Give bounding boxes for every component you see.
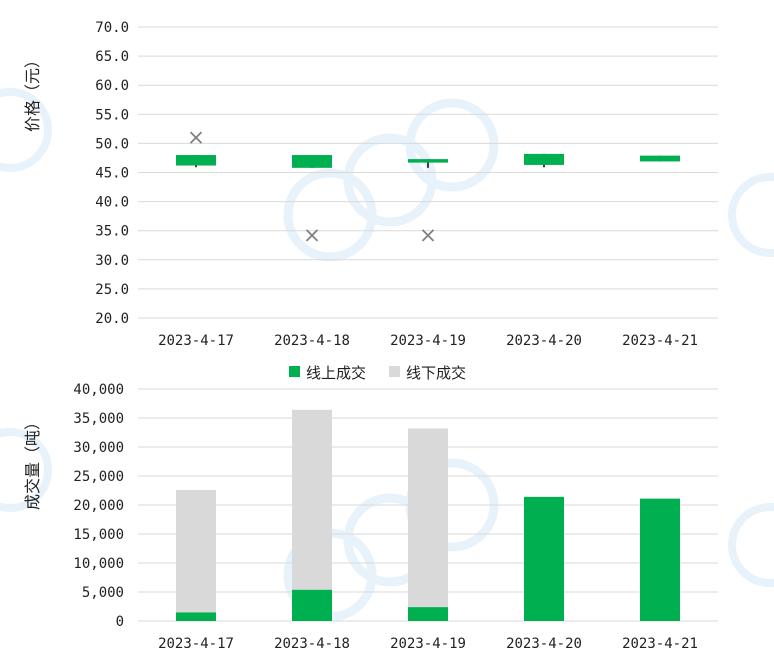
price-candle	[176, 155, 216, 168]
volume-y-ticks: 0 5,000 10,000 15,000 20,000 25,000 30,000 35,0…	[73, 382, 124, 630]
price-x-ticks: 2023-4-17 2023-4-18 2023-4-19 2023-4-20 2023…	[158, 333, 698, 349]
price-candle-body	[524, 153, 564, 165]
volume-x-tick-label: 2023-4-18	[274, 636, 350, 652]
price-offline-marker-stroke	[189, 131, 203, 144]
legend-swatch-offline	[389, 366, 400, 377]
price-offline-marker-stroke	[305, 229, 319, 242]
volume-x-ticks: 2023-4-17 2023-4-18 2023-4-19 2023-4-20 2023…	[158, 636, 698, 652]
price-chart: 20.0 25.0 30.0 35.0 40.0 45.0 50.0 55.0 60.0 65.0…	[23, 20, 718, 349]
volume-bars	[176, 409, 680, 621]
price-candle	[408, 159, 448, 168]
volume-y-tick-label: 20,000	[73, 498, 124, 514]
price-offline-marker-stroke	[421, 229, 435, 242]
legend-swatch-online	[289, 366, 300, 377]
volume-chart: 0 5,000 10,000 15,000 20,000 25,000 30,000 35,0…	[23, 364, 718, 652]
price-gridlines	[138, 26, 718, 319]
legend-label-online: 线上成交	[306, 364, 366, 382]
price-y-axis-title: 价格（元）	[23, 52, 42, 132]
volume-y-axis-title: 成交量（吨）	[23, 414, 42, 510]
price-y-tick-label: 55.0	[95, 107, 129, 123]
volume-bar-online	[292, 589, 332, 621]
volume-x-tick-label: 2023-4-20	[506, 636, 582, 652]
price-candle-body	[408, 159, 448, 163]
volume-x-tick-label: 2023-4-17	[158, 636, 234, 652]
volume-bar-offline	[292, 409, 332, 590]
volume-bar-online	[176, 612, 216, 621]
volume-y-tick-label: 15,000	[73, 527, 124, 543]
price-candle	[292, 155, 332, 168]
volume-y-tick-label: 30,000	[73, 440, 124, 456]
volume-y-tick-label: 35,000	[73, 411, 124, 427]
price-candle-body	[292, 155, 332, 168]
volume-y-tick-label: 40,000	[73, 382, 124, 398]
volume-gridlines	[138, 388, 718, 622]
price-y-tick-label: 30.0	[95, 253, 129, 269]
price-x-tick-label: 2023-4-20	[506, 333, 582, 349]
price-candle	[524, 153, 564, 168]
price-y-tick-label: 45.0	[95, 166, 129, 182]
price-y-tick-label: 50.0	[95, 136, 129, 152]
volume-bar-offline	[176, 489, 216, 613]
price-candle-body	[640, 155, 680, 162]
volume-x-tick-label: 2023-4-21	[622, 636, 698, 652]
volume-bar-online	[408, 607, 448, 621]
price-y-tick-label: 60.0	[95, 78, 129, 94]
price-x-tick-label: 2023-4-21	[622, 333, 698, 349]
volume-bar-offline	[408, 428, 448, 608]
volume-y-tick-label: 10,000	[73, 556, 124, 572]
price-candle	[640, 155, 680, 162]
price-y-tick-label: 40.0	[95, 195, 129, 211]
price-y-ticks: 20.0 25.0 30.0 35.0 40.0 45.0 50.0 55.0 60.0 65.0…	[95, 20, 129, 327]
price-y-tick-label: 20.0	[95, 311, 129, 327]
volume-bar-online	[524, 496, 564, 621]
price-offline-marker	[421, 229, 435, 242]
volume-y-tick-label: 25,000	[73, 469, 124, 485]
volume-y-tick-label: 0	[116, 614, 124, 630]
volume-y-tick-label: 5,000	[82, 585, 124, 601]
price-y-tick-label: 25.0	[95, 282, 129, 298]
price-offline-marker	[305, 229, 319, 242]
price-x-tick-label: 2023-4-17	[158, 333, 234, 349]
price-candles	[176, 153, 680, 168]
volume-x-tick-label: 2023-4-19	[390, 636, 466, 652]
price-y-tick-label: 35.0	[95, 224, 129, 240]
legend-label-offline: 线下成交	[406, 364, 466, 382]
volume-legend: 线上成交 线下成交	[289, 364, 466, 382]
price-offline-markers	[189, 131, 435, 242]
volume-bar-online	[640, 498, 680, 621]
price-y-tick-label: 70.0	[95, 20, 129, 36]
price-offline-marker	[189, 131, 203, 144]
price-candle-body	[176, 155, 216, 166]
price-x-tick-label: 2023-4-18	[274, 333, 350, 349]
price-y-tick-label: 65.0	[95, 49, 129, 65]
price-x-tick-label: 2023-4-19	[390, 333, 466, 349]
